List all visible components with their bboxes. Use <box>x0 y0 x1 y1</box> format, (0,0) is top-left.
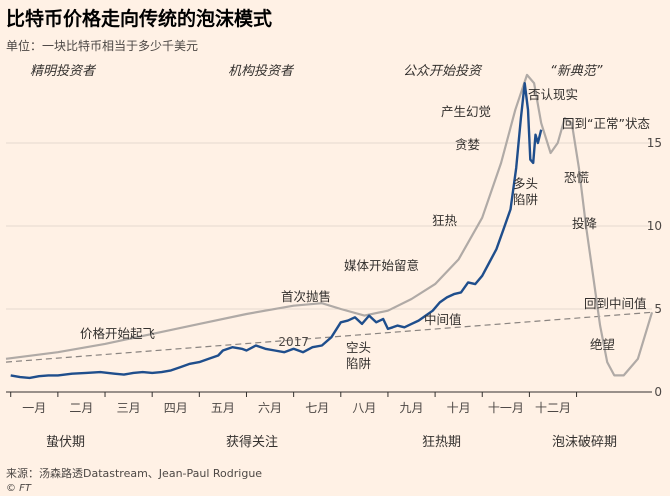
phase-label-top: “新典范” <box>550 64 603 79</box>
phase-label-top: 公众开始投资 <box>403 64 483 79</box>
annotation-label: 媒体开始留意 <box>344 258 419 273</box>
annotation-label: 回到“正常”状态 <box>562 116 650 131</box>
annotation-label: 产生幻觉 <box>441 104 491 119</box>
phase-label-bottom: 泡沫破碎期 <box>552 435 617 450</box>
phase-label-top: 精明投资者 <box>30 64 97 79</box>
source-note: 来源：汤森路透Datastream、Jean-Paul Rodrigue <box>6 466 262 480</box>
ft-logo: © FT <box>6 483 32 494</box>
phase-label-bottom: 蛰伏期 <box>46 435 85 450</box>
annotation-label: 空头 <box>346 340 371 355</box>
annotation-label: 狂热 <box>432 213 458 228</box>
x-tick-label: 六月 <box>258 401 282 415</box>
annotation-label: 价格开始起飞 <box>80 326 155 341</box>
x-tick-label: 一月 <box>22 401 46 415</box>
annotation-label: 首次抛售 <box>281 289 331 304</box>
y-tick-label: 5 <box>654 302 662 316</box>
annotations: 价格开始起飞 首次抛售 媒体开始留意 中间值 空头 陷阱 狂热 贪婪 产生幻觉 … <box>80 87 650 371</box>
annotation-label: 回到中间值 <box>584 296 647 311</box>
annotation-label: 中间值 <box>424 312 462 327</box>
x-tick-label: 八月 <box>352 401 376 415</box>
x-tick-label: 七月 <box>305 401 329 415</box>
x-tick-label: 十二月 <box>535 401 571 415</box>
y-axis-ticks: 0 5 10 15 <box>647 136 662 399</box>
x-tick-label: 二月 <box>69 401 93 415</box>
phase-labels-top: 精明投资者 机构投资者 公众开始投资 “新典范” <box>30 64 603 79</box>
chart-title: 比特币价格走向传统的泡沫模式 <box>6 7 272 30</box>
x-tick-label: 三月 <box>117 401 141 415</box>
x-tick-label: 四月 <box>164 401 188 415</box>
x-tick-label: 十月 <box>447 401 471 415</box>
x-axis: 一月 二月 三月 四月 五月 六月 七月 八月 九月 十月 十一月 十二月 2017 <box>6 335 652 415</box>
y-tick-label: 15 <box>647 136 662 150</box>
annotation-label: 贪婪 <box>455 137 481 152</box>
x-tick-label: 九月 <box>400 401 424 415</box>
annotation-label: 陷阱 <box>513 192 538 207</box>
y-tick-label: 0 <box>654 385 662 399</box>
bubble-model-line <box>5 73 654 377</box>
phase-labels-bottom: 蛰伏期 获得关注 狂热期 泡沫破碎期 <box>46 434 617 450</box>
annotation-label: 绝望 <box>590 337 615 352</box>
chart-subtitle: 单位：一块比特币相当于多少千美元 <box>6 38 198 53</box>
year-label: 2017 <box>278 335 309 349</box>
annotation-label: 恐慌 <box>564 170 589 185</box>
x-tick-label: 五月 <box>211 401 235 415</box>
y-tick-label: 10 <box>647 219 662 233</box>
gridlines <box>6 142 652 393</box>
annotation-label: 多头 <box>513 176 538 191</box>
phase-label-bottom: 获得关注 <box>226 434 278 450</box>
annotation-label: 否认现实 <box>528 87 578 102</box>
annotation-label: 陷阱 <box>346 356 371 371</box>
series-group <box>5 73 654 380</box>
mean-line-line <box>5 311 653 363</box>
bitcoin-price-line <box>10 81 543 380</box>
phase-label-top: 机构投资者 <box>228 64 295 79</box>
annotation-label: 投降 <box>572 216 598 231</box>
x-tick-label: 十一月 <box>488 401 524 415</box>
phase-label-bottom: 狂热期 <box>422 435 461 450</box>
